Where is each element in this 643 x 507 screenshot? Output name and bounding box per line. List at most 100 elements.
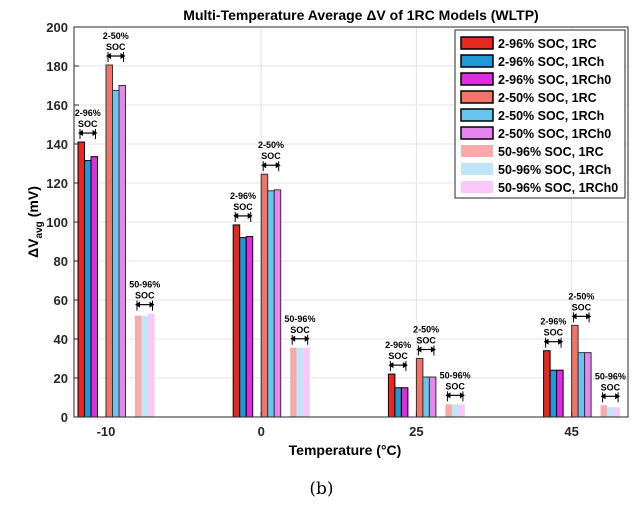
legend-label: 2-50% SOC, 1RCh [498, 109, 604, 123]
y-tick-label: 200 [46, 20, 68, 35]
bar [607, 407, 614, 417]
y-axis-label-main: ΔV [25, 238, 41, 258]
y-tick-label: 80 [54, 254, 68, 269]
bar [394, 387, 402, 418]
y-tick-label: 40 [54, 332, 68, 347]
bar-chart: 2-96%SOC2-50%SOC50-96%SOC2-96%SOC2-50%SO… [25, 7, 629, 458]
legend-label: 2-50% SOC, 1RC [498, 91, 597, 105]
x-tick-label: 45 [564, 424, 578, 439]
legend-label: 50-96% SOC, 1RCh0 [498, 181, 618, 195]
legend-swatch [461, 145, 493, 157]
group-label-soc: SOC [233, 202, 253, 212]
group-label-soc: SOC [601, 382, 621, 392]
legend-swatch [460, 108, 494, 122]
legend-label: 2-50% SOC, 1RCh0 [498, 127, 611, 141]
bar [141, 315, 148, 417]
group-label-soc: SOC [544, 328, 564, 338]
bar [400, 387, 409, 418]
group-label-range: 2-96% [230, 191, 256, 201]
x-axis-label: Temperature (°C) [289, 442, 402, 458]
group-label-range: 2-96% [540, 317, 566, 327]
group-annotations: 2-96%SOC2-50%SOC50-96%SOC2-96%SOC2-50%SO… [75, 31, 626, 403]
bar [600, 405, 608, 417]
legend-label: 50-96% SOC, 1RCh [498, 163, 611, 177]
bar [90, 156, 98, 418]
y-axis-label-unit: (mV) [25, 186, 41, 217]
bar [613, 407, 621, 417]
bar [584, 352, 592, 418]
bar [556, 369, 564, 418]
bar [290, 347, 297, 417]
group-label-soc: SOC [106, 42, 126, 52]
legend-swatch [461, 163, 493, 175]
bar [112, 89, 120, 418]
legend-swatch [461, 181, 493, 193]
group-label-range: 50-96% [595, 371, 626, 381]
legend-label: 2-96% SOC, 1RCh0 [498, 73, 611, 87]
group-label-soc: SOC [135, 291, 155, 301]
group-label-range: 2-50% [413, 325, 439, 335]
legend-label: 50-96% SOC, 1RC [498, 145, 604, 159]
group-label-range: 2-50% [568, 291, 594, 301]
y-tick-label: 140 [46, 137, 68, 152]
legend-swatch [460, 54, 494, 68]
group-label-soc: SOC [445, 381, 465, 391]
bar [571, 324, 579, 418]
bar [232, 224, 241, 418]
legend-swatch [460, 36, 494, 50]
bar [105, 64, 113, 418]
legend-swatch [460, 90, 494, 104]
x-tick-label: 25 [409, 424, 423, 439]
bar [387, 373, 396, 418]
y-tick-label: 180 [46, 59, 68, 74]
bar [118, 85, 126, 418]
y-tick-label: 0 [61, 410, 68, 425]
group-label-range: 2-50% [103, 31, 129, 41]
bar [577, 352, 586, 418]
group-label-soc: SOC [572, 302, 592, 312]
axis-ticks: 0 20 40 60 80 100 120 140 160 180 200 -10 0 25 45 [46, 20, 579, 439]
group-label-range: 50-96% [129, 280, 160, 290]
y-axis-label: ΔVavg (mV) [25, 186, 45, 258]
y-tick-label: 160 [46, 98, 68, 113]
bar [273, 189, 282, 418]
bar [303, 347, 310, 417]
group-label-range: 2-96% [75, 108, 101, 118]
group-label-range: 2-96% [385, 340, 411, 350]
legend-label: 2-96% SOC, 1RCh [498, 55, 604, 69]
bar [458, 404, 465, 417]
legend-swatch [460, 126, 494, 140]
chart-title: Multi-Temperature Average ΔV of 1RC Mode… [183, 7, 538, 23]
group-label-range: 50-96% [440, 370, 471, 380]
legend-label: 2-96% SOC, 1RC [498, 37, 597, 51]
bars [77, 64, 621, 418]
bar [451, 404, 459, 417]
group-label-range: 50-96% [284, 314, 315, 324]
bar [84, 160, 92, 418]
bar [543, 350, 551, 418]
y-tick-label: 100 [46, 215, 68, 230]
bar [267, 190, 275, 418]
y-tick-label: 60 [54, 293, 68, 308]
legend-swatch [460, 72, 494, 86]
group-label-soc: SOC [416, 336, 436, 346]
bar [245, 236, 254, 418]
bar [415, 358, 424, 418]
bar [135, 315, 142, 417]
group-label-soc: SOC [388, 351, 408, 361]
bar [148, 313, 155, 417]
bar [239, 237, 247, 418]
figure-caption: (b) [309, 479, 334, 499]
group-label-range: 2-50% [258, 140, 284, 150]
y-axis-label-subscript: avg [34, 221, 45, 238]
bar [445, 404, 452, 417]
y-tick-label: 20 [54, 371, 68, 386]
bar [549, 369, 558, 418]
bar [260, 173, 269, 418]
x-tick-label: -10 [97, 424, 116, 439]
bar [428, 376, 437, 418]
legend: 2-96% SOC, 1RC 2-96% SOC, 1RCh 2-96% SOC, … [454, 29, 626, 199]
bar [422, 376, 430, 418]
group-label-soc: SOC [78, 119, 98, 129]
